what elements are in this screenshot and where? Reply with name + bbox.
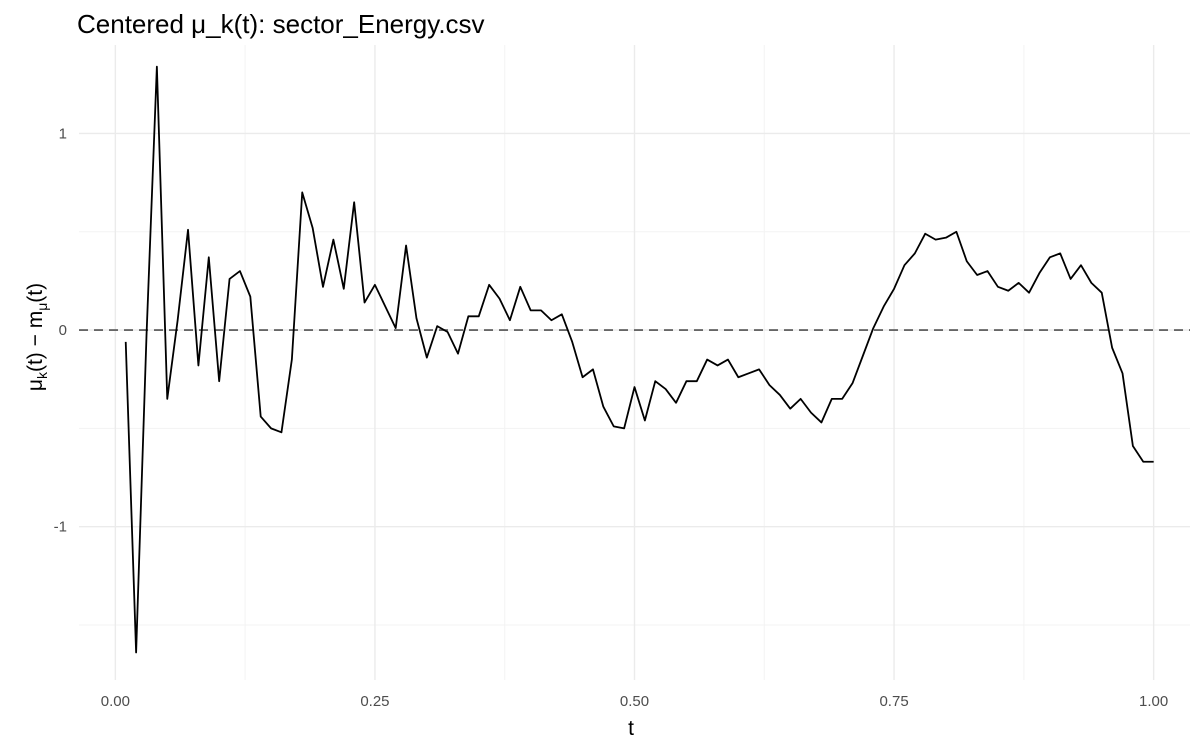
x-tick-label: 0.75 xyxy=(879,693,908,710)
y-axis-title: μk(t) − mμ(t) xyxy=(24,283,50,391)
y-axis-title-sub-mu: μ xyxy=(34,303,50,311)
series-line xyxy=(124,65,1154,654)
grid xyxy=(79,45,1190,680)
y-axis-title-mid: (t) − m xyxy=(24,311,47,372)
y-axis-title-sub-k: k xyxy=(34,371,50,379)
x-axis-title: t xyxy=(628,717,634,740)
y-tick-label: -1 xyxy=(54,519,67,536)
y-axis-title-mu: μ xyxy=(24,379,47,391)
y-tick-label: 0 xyxy=(59,322,67,339)
y-axis-title-end: (t) xyxy=(24,283,47,303)
x-tick-label: 0.25 xyxy=(360,693,389,710)
x-axis-ticks: 0.00 0.25 0.50 0.75 1.00 xyxy=(101,693,1169,710)
x-tick-label: 0.00 xyxy=(101,693,130,710)
x-tick-label: 1.00 xyxy=(1139,693,1168,710)
y-axis-ticks: -1 0 1 xyxy=(54,125,67,535)
series-group xyxy=(124,65,1154,654)
chart-title: Centered μ_k(t): sector_Energy.csv xyxy=(77,9,485,39)
x-tick-label: 0.50 xyxy=(620,693,649,710)
y-tick-label: 1 xyxy=(59,125,67,142)
